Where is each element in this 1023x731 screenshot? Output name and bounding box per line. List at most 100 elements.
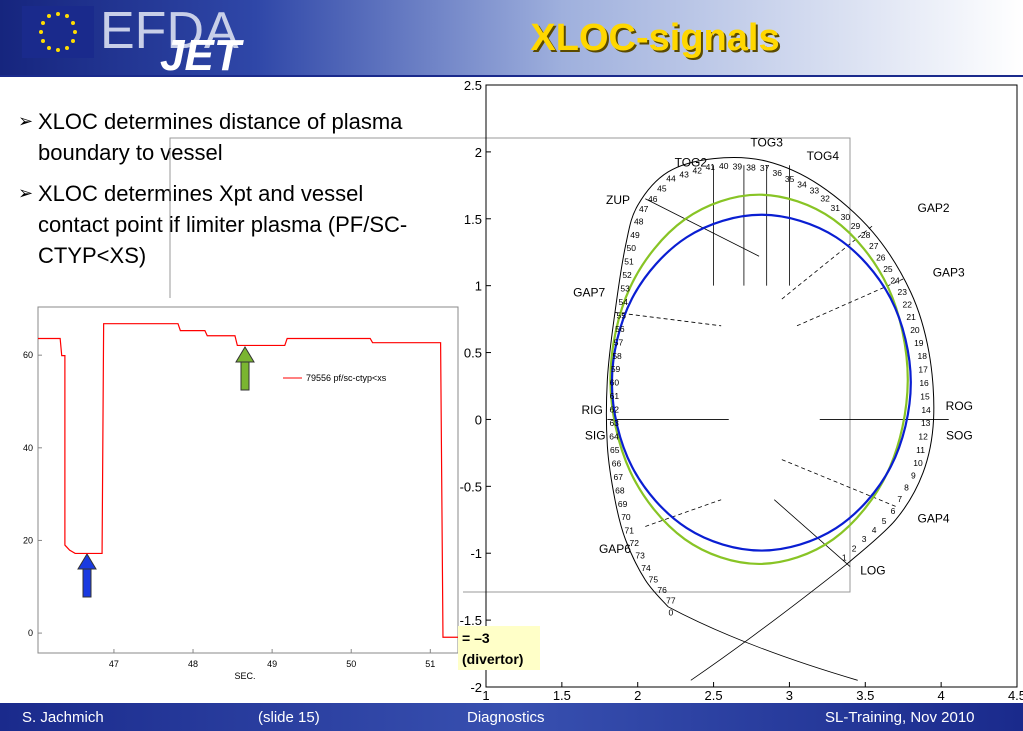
diagnostic-label: RIG xyxy=(582,403,603,417)
probe-label: 0 xyxy=(669,607,674,617)
diagnostic-label: LOG xyxy=(860,564,885,578)
probe-label: 59 xyxy=(611,364,621,374)
probe-label: 10 xyxy=(913,458,923,468)
probe-label: 43 xyxy=(679,170,689,180)
diagnostic-label: GAP2 xyxy=(918,201,950,215)
probe-label: 18 xyxy=(918,351,928,361)
probe-label: 35 xyxy=(785,174,795,184)
footer: S. Jachmich (slide 15) Diagnostics SL-Tr… xyxy=(0,703,1023,731)
diagnostic-label: SOG xyxy=(946,428,973,442)
probe-label: 44 xyxy=(666,173,676,183)
footer-event: SL-Training, Nov 2010 xyxy=(825,709,975,726)
probe-label: 7 xyxy=(897,494,902,504)
signal-line xyxy=(38,323,458,638)
probe-label: 77 xyxy=(666,595,676,605)
y-tick-label: 0 xyxy=(28,628,33,638)
probe-label: 63 xyxy=(609,418,619,428)
probe-label: 75 xyxy=(649,574,659,584)
y-tick-label: 2.5 xyxy=(464,78,482,93)
probe-label: 24 xyxy=(890,275,900,285)
probe-label: 50 xyxy=(627,243,637,253)
gap-line xyxy=(781,225,874,300)
header: EFDA JET XLOC-signals XLOC-signals xyxy=(0,0,1023,77)
probe-label: 6 xyxy=(891,506,896,516)
probe-label: 36 xyxy=(773,168,783,178)
probe-label: 72 xyxy=(630,538,640,548)
probe-label: 2 xyxy=(852,543,857,553)
diagnostic-label: GAP7 xyxy=(573,285,605,299)
diagnostic-label: TOG4 xyxy=(807,149,840,163)
diagnostic-label: SIG xyxy=(585,428,606,442)
footer-author: S. Jachmich xyxy=(22,709,104,726)
probe-label: 47 xyxy=(639,204,649,214)
probe-label: 74 xyxy=(641,563,651,573)
probe-label: 5 xyxy=(882,516,887,526)
probe-label: 4 xyxy=(872,525,877,535)
probe-label: 27 xyxy=(869,241,879,251)
diagnostic-label: TOG2 xyxy=(675,156,708,170)
y-tick-label: 0.5 xyxy=(464,346,482,361)
x-tick-label: 4.5 xyxy=(1008,688,1023,703)
probe-label: 17 xyxy=(918,364,928,374)
probe-label: 29 xyxy=(851,221,861,231)
probe-label: 13 xyxy=(921,418,931,428)
gap-line xyxy=(796,278,904,327)
x-tick-label: 3 xyxy=(786,688,793,703)
x-tick-label: 2.5 xyxy=(705,688,723,703)
diagnostic-label: GAP6 xyxy=(599,542,631,556)
probe-label: 37 xyxy=(760,163,770,173)
probe-label: 76 xyxy=(657,585,667,595)
probe-label: 22 xyxy=(903,299,913,309)
probe-label: 25 xyxy=(883,264,893,274)
divertor-leg xyxy=(667,606,858,681)
probe-label: 56 xyxy=(615,324,625,334)
logo-bottom: JET xyxy=(160,31,244,75)
y-tick-label: -1.5 xyxy=(460,613,482,628)
probe-label: 46 xyxy=(648,194,658,204)
probe-label: 48 xyxy=(634,217,644,227)
probe-label: 41 xyxy=(706,162,716,172)
probe-label: 70 xyxy=(621,512,631,522)
probe-label: 69 xyxy=(618,499,628,509)
divertor-leg xyxy=(690,563,848,681)
probe-label: 65 xyxy=(610,445,620,455)
probe-label: 12 xyxy=(918,431,928,441)
probe-label: 9 xyxy=(911,471,916,481)
x-tick-label: 4 xyxy=(938,688,945,703)
eu-stars xyxy=(39,12,77,52)
gap-line xyxy=(614,312,722,327)
probe-label: 38 xyxy=(746,162,756,172)
probe-label: 14 xyxy=(921,405,931,415)
probe-label: 52 xyxy=(622,270,632,280)
probe-label: 45 xyxy=(657,184,667,194)
probe-label: 3 xyxy=(862,534,867,544)
probe-label: 57 xyxy=(614,337,624,347)
probe-label: 68 xyxy=(615,485,625,495)
logo-top: EFDA xyxy=(100,2,239,60)
diagnostic-label: GAP4 xyxy=(918,511,950,525)
y-tick-label: 1 xyxy=(475,279,482,294)
probe-label: 26 xyxy=(876,252,886,262)
y-tick-label: -1 xyxy=(470,546,482,561)
probe-label: 54 xyxy=(618,297,628,307)
boundary xyxy=(609,193,909,566)
probe-label: 34 xyxy=(797,180,807,190)
probe-label: 21 xyxy=(906,312,916,322)
probe-label: 42 xyxy=(692,166,702,176)
blue-arrow xyxy=(77,553,97,598)
y-tick-label: 1.5 xyxy=(464,212,482,227)
x-axis-label: SEC. xyxy=(234,671,255,681)
y-tick-label: 60 xyxy=(23,350,33,360)
x-tick-label: 1.5 xyxy=(553,688,571,703)
x-tick-label: 48 xyxy=(188,659,198,669)
probe-label: 15 xyxy=(920,391,930,401)
probe-label: 11 xyxy=(916,445,925,455)
callout-text: = –3 xyxy=(462,630,490,646)
frame xyxy=(169,137,851,593)
y-tick-label: 40 xyxy=(23,443,33,453)
x-tick-label: 2 xyxy=(634,688,641,703)
sight-line xyxy=(773,499,851,567)
title-shadow: XLOC-signals xyxy=(532,19,781,61)
probe-label: 49 xyxy=(630,230,640,240)
title: XLOC-signals xyxy=(530,17,779,59)
